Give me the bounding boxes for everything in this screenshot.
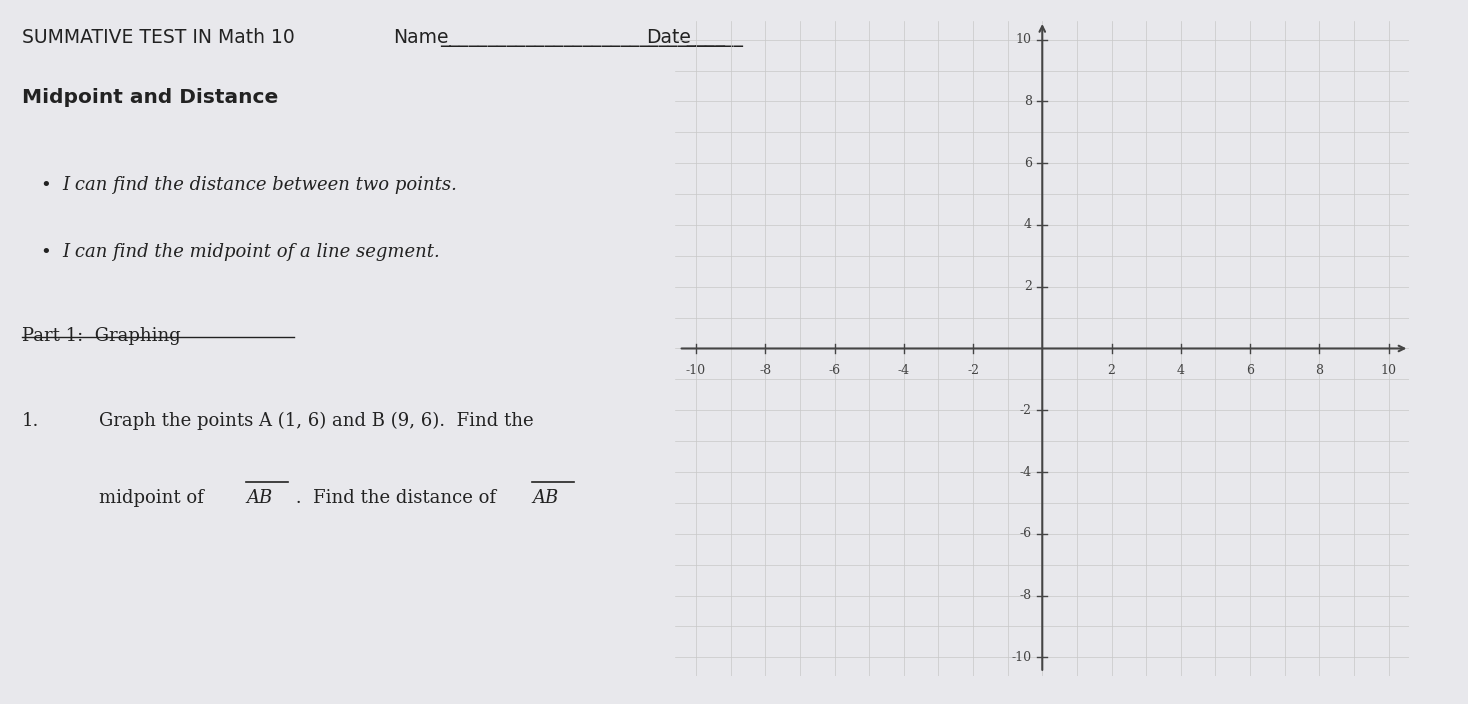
Text: 2: 2 (1107, 364, 1116, 377)
Text: -8: -8 (759, 364, 771, 377)
Text: Midpoint and Distance: Midpoint and Distance (22, 88, 279, 107)
Text: -10: -10 (686, 364, 706, 377)
Text: 6: 6 (1246, 364, 1254, 377)
Text: -4: -4 (1020, 465, 1032, 479)
Text: midpoint of: midpoint of (100, 489, 210, 508)
Text: 4: 4 (1177, 364, 1185, 377)
Text: -2: -2 (1020, 404, 1032, 417)
Text: 10: 10 (1380, 364, 1396, 377)
Text: I can find the midpoint of a line segment.: I can find the midpoint of a line segmen… (62, 243, 440, 261)
Text: 8: 8 (1315, 364, 1323, 377)
Text: -6: -6 (1020, 527, 1032, 540)
Text: SUMMATIVE TEST IN Math 10: SUMMATIVE TEST IN Math 10 (22, 28, 295, 47)
Text: AB: AB (247, 489, 272, 508)
Text: AB: AB (531, 489, 558, 508)
Text: 8: 8 (1023, 95, 1032, 108)
Text: ______: ______ (687, 28, 743, 47)
Text: •: • (40, 176, 51, 194)
Text: 2: 2 (1025, 280, 1032, 293)
Text: Date: Date (646, 28, 691, 47)
Text: I can find the distance between two points.: I can find the distance between two poin… (62, 176, 457, 194)
Text: Graph the points A (1, 6) and B (9, 6).  Find the: Graph the points A (1, 6) and B (9, 6). … (100, 412, 534, 430)
Text: 6: 6 (1023, 157, 1032, 170)
Text: -2: -2 (967, 364, 979, 377)
Text: Name: Name (393, 28, 448, 47)
Text: 4: 4 (1023, 218, 1032, 232)
Text: -8: -8 (1020, 589, 1032, 602)
Text: ______________________________: ______________________________ (440, 28, 725, 47)
Text: -4: -4 (898, 364, 910, 377)
Text: -10: -10 (1011, 650, 1032, 664)
Text: -6: -6 (828, 364, 841, 377)
Text: Part 1:  Graphing: Part 1: Graphing (22, 327, 181, 346)
Text: 10: 10 (1016, 33, 1032, 46)
Text: •: • (40, 243, 51, 261)
Text: 1.: 1. (22, 412, 40, 430)
Text: .  Find the distance of: . Find the distance of (291, 489, 502, 508)
